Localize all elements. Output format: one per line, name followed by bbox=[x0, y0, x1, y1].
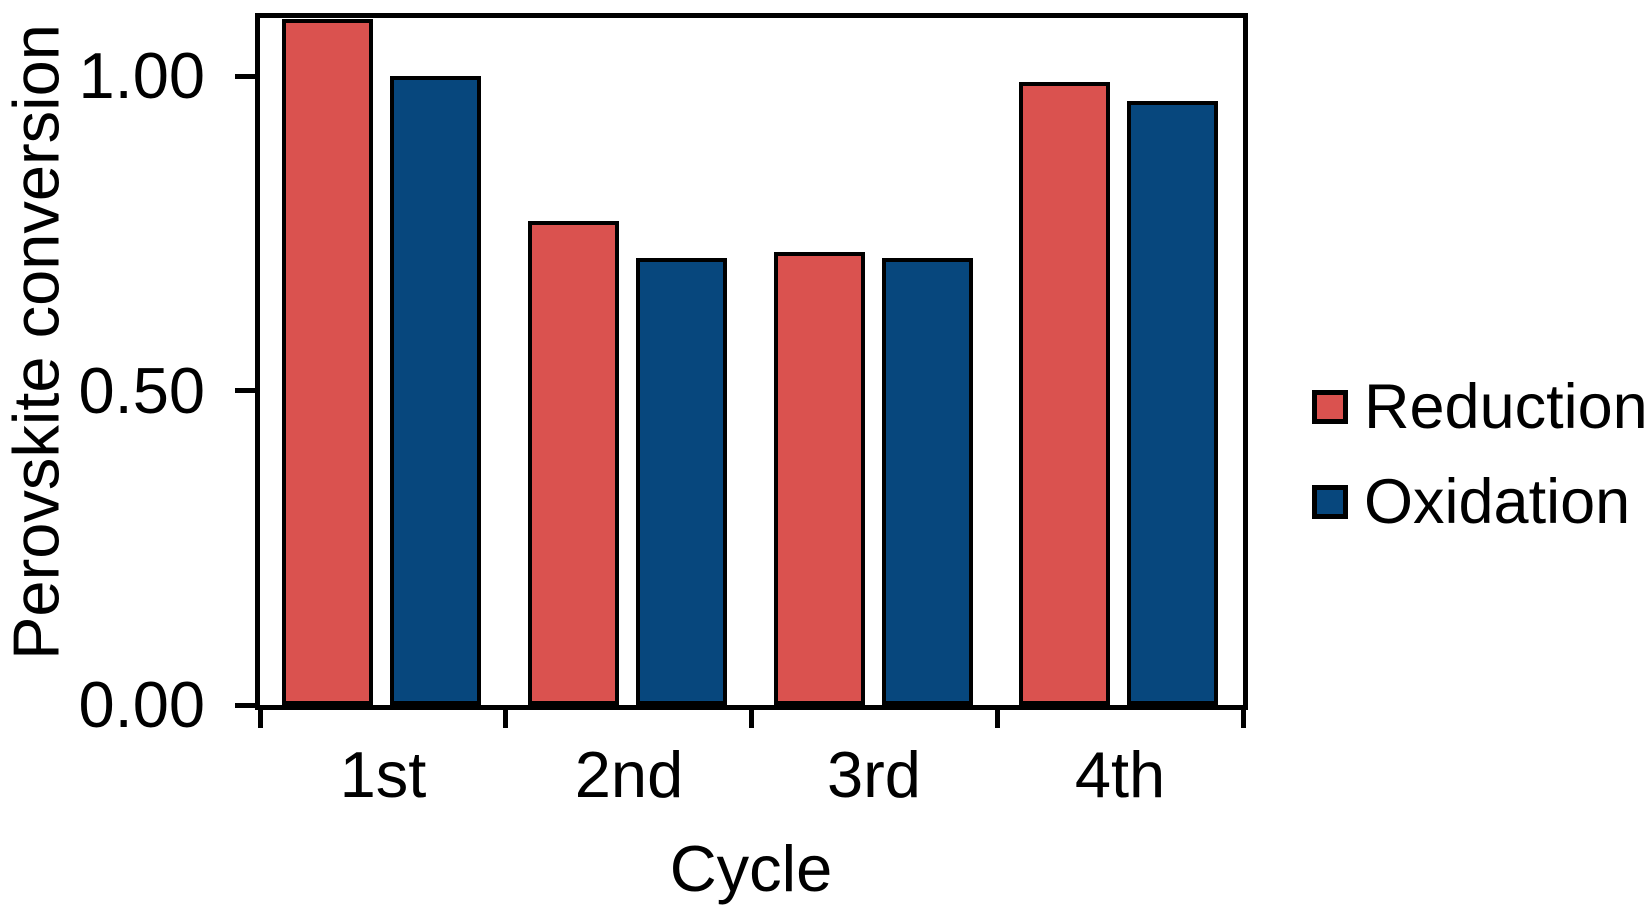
y-tick-label: 0.00 bbox=[78, 668, 205, 741]
bar-reduction-3rd bbox=[774, 252, 865, 705]
bar-oxidation-2nd bbox=[636, 258, 727, 705]
legend-swatch-icon-reduction bbox=[1312, 390, 1348, 424]
category-label-1st: 1st bbox=[339, 738, 427, 811]
legend-label: Oxidation bbox=[1364, 467, 1631, 537]
x-axis-title: Cycle bbox=[669, 832, 833, 905]
y-tick-label: 0.50 bbox=[78, 354, 205, 427]
legend-item-oxidation: Oxidation bbox=[1312, 466, 1648, 538]
x-tick bbox=[995, 707, 1000, 728]
category-label-3rd: 3rd bbox=[827, 738, 921, 811]
legend-label: Reduction bbox=[1364, 372, 1648, 442]
bar-reduction-1st bbox=[282, 19, 373, 705]
category-label-4th: 4th bbox=[1074, 738, 1166, 811]
y-tick-0.00 bbox=[235, 703, 255, 708]
legend: Reduction Oxidation bbox=[1312, 371, 1648, 561]
y-tick-1.00 bbox=[235, 74, 255, 79]
category-label-2nd: 2nd bbox=[574, 738, 684, 811]
y-axis-title: Perovskite conversion bbox=[0, 24, 73, 660]
bar-reduction-2nd bbox=[528, 221, 619, 705]
legend-swatch-icon-oxidation bbox=[1312, 485, 1348, 519]
bar-oxidation-1st bbox=[390, 76, 481, 705]
bar-reduction-4th bbox=[1019, 82, 1110, 705]
x-tick bbox=[503, 707, 508, 728]
legend-item-reduction: Reduction bbox=[1312, 371, 1648, 443]
x-tick bbox=[749, 707, 754, 728]
y-tick-0.50 bbox=[235, 388, 255, 393]
x-tick bbox=[258, 707, 263, 728]
x-tick bbox=[1241, 707, 1246, 728]
bar-oxidation-3rd bbox=[882, 258, 973, 705]
bar-oxidation-4th bbox=[1127, 101, 1218, 705]
y-tick-label: 1.00 bbox=[78, 39, 205, 112]
plot-area bbox=[255, 13, 1248, 710]
